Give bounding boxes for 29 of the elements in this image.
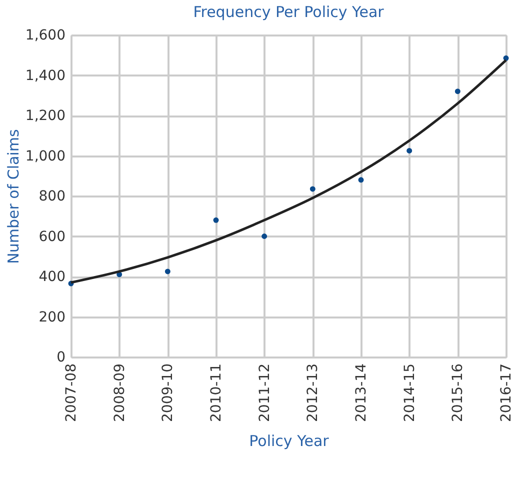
y-tick-label: 600 [38,228,66,245]
x-tick-label: 2015-16 [450,363,466,422]
point [164,268,170,274]
x-tick-label: 2013-14 [354,363,370,422]
x-tick-label: 2009-10 [160,364,176,422]
x-tick-label: 2011-12 [256,364,273,422]
y-tick-label: 200 [38,309,66,326]
x-tick-label: 2016-17 [498,364,514,422]
point [262,234,268,239]
x-axis-title: Policy Year [249,432,330,450]
x-tick-label: 2008-09 [112,364,128,422]
x-tick-label: 2007-08 [64,364,80,422]
y-tick-label: 1,000 [25,148,66,164]
chart-title: Frequency Per Policy Year [193,3,385,21]
y-tick-label: 1,600 [25,28,66,44]
point [310,186,316,192]
y-tick-label: 1,400 [25,68,66,84]
x-tick-label: 2012-13 [305,364,322,422]
x-tick-label: 2014-15 [402,364,418,422]
y-axis-title: Number of Claims [4,128,22,264]
y-tick-label: 800 [38,188,66,204]
x-tick-label: 2010-11 [208,364,224,422]
point [406,148,412,154]
y-tick-label: 1,200 [25,108,66,124]
point [213,217,219,223]
point [454,88,460,94]
point [358,177,364,183]
y-tick-label: 0 [56,350,66,366]
y-tick-label: 400 [38,269,66,285]
